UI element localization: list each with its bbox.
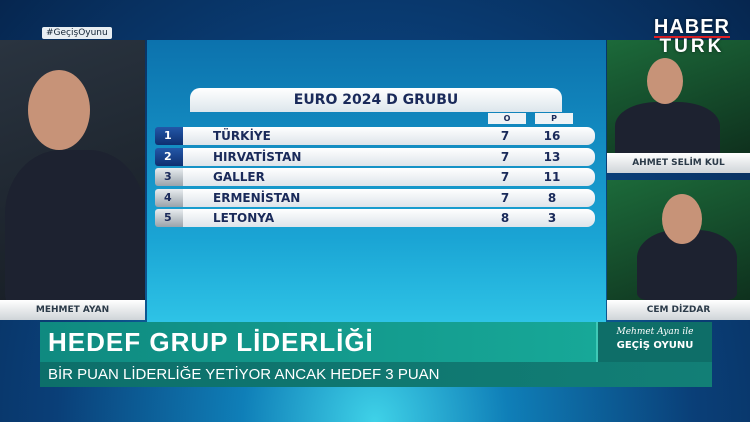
hashtag-label: #GeçişOyunu	[42, 27, 112, 39]
played-value: 8	[500, 211, 510, 225]
right-top-name-bar: AHMET SELİM KUL	[607, 153, 750, 173]
rank-badge: 2	[155, 147, 183, 166]
rank-badge: 5	[155, 209, 183, 227]
rank-badge: 3	[155, 168, 183, 186]
team-name: LETONYA	[213, 211, 275, 225]
points-value: 11	[543, 170, 561, 184]
row-bar	[183, 127, 595, 145]
standings-row: 1 TÜRKİYE 7 16	[155, 127, 595, 145]
standings-row: 5 LETONYA 8 3	[155, 209, 595, 227]
left-name-bar: MEHMET AYAN	[0, 300, 145, 320]
left-camera-panel: MEHMET AYAN	[0, 40, 145, 320]
row-bar	[183, 209, 595, 227]
row-bar	[183, 147, 595, 166]
standings-row: 2 HIRVATİSTAN 7 13	[155, 147, 595, 166]
points-value: 3	[547, 211, 557, 225]
team-name: GALLER	[213, 170, 265, 184]
points-value: 13	[543, 149, 561, 164]
haberturk-logo: HABER TURK	[653, 16, 730, 57]
team-name: TÜRKİYE	[213, 129, 271, 143]
headline: HEDEF GRUP LİDERLİĞİ	[40, 322, 596, 362]
points-value: 8	[547, 190, 557, 205]
team-name: HIRVATİSTAN	[213, 149, 302, 164]
standings-title: EURO 2024 D GRUBU	[190, 88, 562, 112]
points-value: 16	[543, 129, 561, 143]
rank-badge: 4	[155, 188, 183, 207]
row-bar	[183, 168, 595, 186]
row-bar	[183, 188, 595, 207]
played-column-header: O	[488, 113, 526, 124]
subline: BİR PUAN LİDERLİĞE YETİYOR ANCAK HEDEF 3…	[40, 362, 712, 387]
played-value: 7	[500, 190, 510, 205]
points-column-header: P	[535, 113, 573, 124]
standings-row: 4 ERMENİSTAN 7 8	[155, 188, 595, 207]
standings-row: 3 GALLER 7 11	[155, 168, 595, 186]
played-value: 7	[500, 129, 510, 143]
right-bottom-camera-panel: CEM DİZDAR	[607, 180, 750, 320]
right-bottom-name-bar: CEM DİZDAR	[607, 300, 750, 320]
right-top-camera-panel: AHMET SELİM KUL	[607, 40, 750, 173]
rank-badge: 1	[155, 127, 183, 145]
played-value: 7	[500, 149, 510, 164]
played-value: 7	[500, 170, 510, 184]
team-name: ERMENİSTAN	[213, 190, 301, 205]
show-brand: Mehmet Ayan ile GEÇİŞ OYUNU	[596, 322, 712, 362]
